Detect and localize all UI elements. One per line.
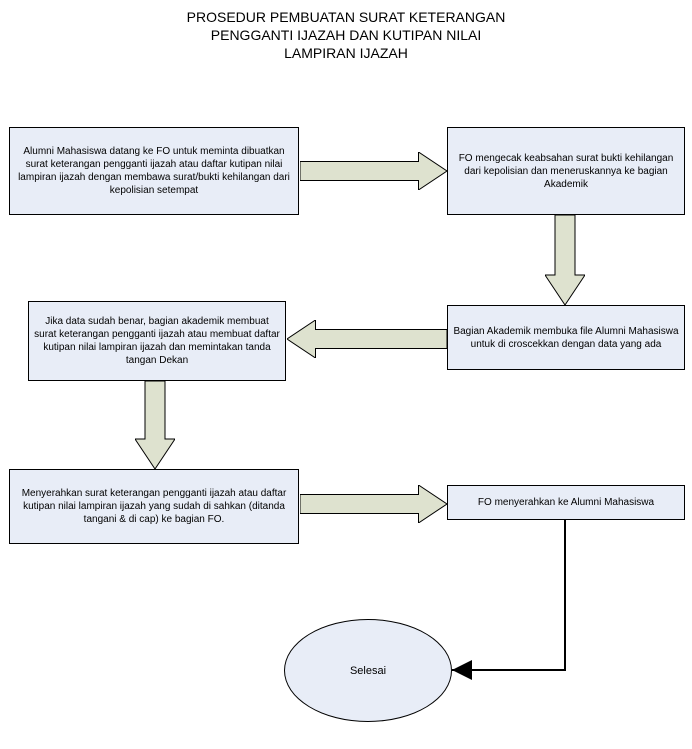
step-6-text: FO menyerahkan ke Alumni Mahasiswa bbox=[478, 496, 654, 509]
step-5-box: Menyerahkan surat keterangan pengganti i… bbox=[9, 469, 299, 544]
step-2-text: FO mengecak keabsahan surat bukti kehila… bbox=[452, 152, 680, 191]
title-line-3: LAMPIRAN IJAZAH bbox=[0, 45, 692, 61]
arrow-1 bbox=[300, 152, 447, 190]
arrow-2 bbox=[545, 215, 585, 305]
step-3-box: Bagian Akademik membuka file Alumni Maha… bbox=[447, 305, 685, 370]
title-line-1: PROSEDUR PEMBUATAN SURAT KETERANGAN bbox=[0, 9, 692, 25]
title-line-2: PENGGANTI IJAZAH DAN KUTIPAN NILAI bbox=[0, 27, 692, 43]
arrow-6-line bbox=[442, 510, 575, 680]
step-4-text: Jika data sudah benar, bagian akademik m… bbox=[33, 315, 281, 367]
step-3-text: Bagian Akademik membuka file Alumni Maha… bbox=[452, 325, 680, 351]
step-2-box: FO mengecak keabsahan surat bukti kehila… bbox=[447, 127, 685, 215]
step-5-text: Menyerahkan surat keterangan pengganti i… bbox=[14, 487, 294, 526]
terminal-ellipse: Selesai bbox=[284, 619, 452, 722]
arrow-3 bbox=[287, 320, 447, 358]
arrow-4 bbox=[135, 381, 175, 469]
arrow-5 bbox=[300, 485, 447, 523]
step-1-text: Alumni Mahasiswa datang ke FO untuk memi… bbox=[14, 145, 294, 197]
terminal-text: Selesai bbox=[350, 665, 386, 677]
step-1-box: Alumni Mahasiswa datang ke FO untuk memi… bbox=[9, 127, 299, 215]
step-4-box: Jika data sudah benar, bagian akademik m… bbox=[28, 301, 286, 381]
